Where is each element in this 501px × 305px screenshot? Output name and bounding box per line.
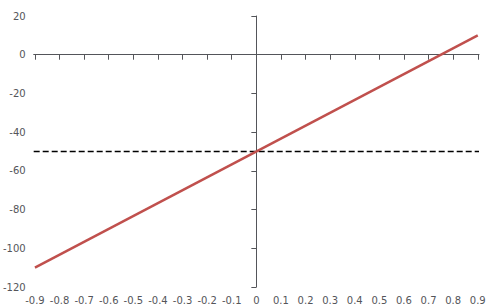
svg-text:0.2: 0.2 [298, 295, 314, 305]
svg-text:0.4: 0.4 [347, 295, 363, 305]
svg-text:-0.9: -0.9 [25, 295, 45, 305]
svg-text:-20: -20 [9, 88, 25, 99]
svg-text:0.8: 0.8 [445, 295, 461, 305]
svg-text:-80: -80 [9, 204, 25, 215]
svg-text:0.7: 0.7 [421, 295, 437, 305]
svg-text:-100: -100 [3, 243, 26, 254]
svg-text:0.5: 0.5 [371, 295, 387, 305]
svg-text:-0.3: -0.3 [173, 295, 193, 305]
svg-text:20: 20 [13, 11, 26, 22]
svg-text:-40: -40 [9, 127, 25, 138]
svg-text:0: 0 [253, 295, 259, 305]
svg-text:0.1: 0.1 [273, 295, 289, 305]
svg-text:0.3: 0.3 [322, 295, 338, 305]
svg-text:-0.6: -0.6 [99, 295, 119, 305]
svg-text:0.6: 0.6 [396, 295, 412, 305]
svg-text:-60: -60 [9, 165, 25, 176]
svg-text:-0.7: -0.7 [74, 295, 94, 305]
svg-text:0.9: 0.9 [470, 295, 486, 305]
svg-text:-0.8: -0.8 [50, 295, 70, 305]
svg-text:-0.1: -0.1 [222, 295, 242, 305]
svg-text:-0.4: -0.4 [148, 295, 168, 305]
svg-text:0: 0 [19, 49, 25, 60]
svg-text:-0.5: -0.5 [124, 295, 144, 305]
svg-text:-120: -120 [3, 282, 26, 293]
svg-text:-0.2: -0.2 [197, 295, 217, 305]
